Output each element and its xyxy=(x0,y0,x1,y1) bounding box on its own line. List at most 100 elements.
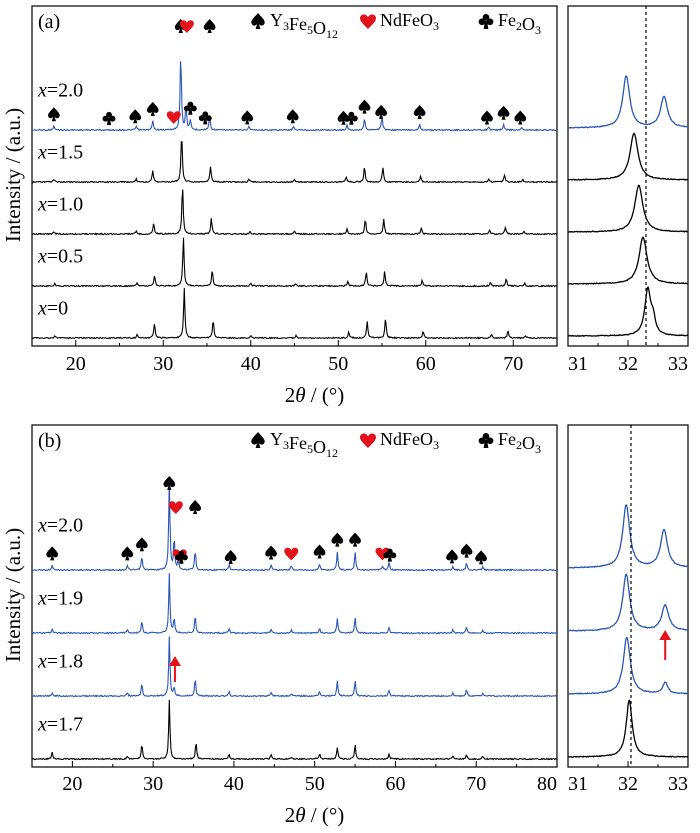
x-tick-label: 20 xyxy=(66,353,86,375)
spade-marker-icon xyxy=(514,110,527,125)
series-label: x=1.9 xyxy=(37,588,83,610)
heart-marker-icon xyxy=(179,20,194,33)
zoom-tick-label: 32 xyxy=(618,353,638,375)
spade-marker-icon xyxy=(313,544,326,559)
panel-b: (b) Y3Fe5O12 NdFeO3 Fe2O3 x=2.0 x=1.9 x=1.8 x=1… xyxy=(31,424,689,827)
zoom-trace xyxy=(567,636,688,695)
spade-marker-icon xyxy=(497,105,510,120)
zoom-tick-label: 32 xyxy=(618,773,638,795)
up-arrow-icon xyxy=(168,656,181,666)
x-tick-label: 30 xyxy=(153,353,173,375)
zoom-trace xyxy=(567,286,689,337)
y-axis-label: Intensity / (a.u.) xyxy=(1,108,25,242)
x-tick-label: 70 xyxy=(466,773,486,795)
legend-label: NdFeO3 xyxy=(380,10,439,33)
spade-marker-icon xyxy=(331,532,344,547)
x-tick-label: 40 xyxy=(224,773,244,795)
x-tick-label: 50 xyxy=(328,353,348,375)
spade-marker-icon xyxy=(481,110,493,125)
panel-label: (b) xyxy=(38,430,61,452)
spade-marker-icon xyxy=(46,546,59,561)
xrd-trace xyxy=(31,573,558,635)
spade-marker-icon xyxy=(189,500,202,514)
heart-marker-icon xyxy=(168,501,183,514)
spade-marker-icon xyxy=(375,104,387,119)
spade-marker-icon xyxy=(358,99,371,114)
spade-marker-icon xyxy=(146,101,159,116)
spade-marker-icon xyxy=(265,545,277,560)
spade-marker-icon xyxy=(48,107,60,122)
series-label: x=0.5 xyxy=(37,246,83,268)
club-marker-icon xyxy=(198,111,212,125)
zoom-frame xyxy=(567,5,689,347)
xrd-trace xyxy=(31,141,558,184)
club-marker-icon xyxy=(102,111,116,125)
panel-label: (a) xyxy=(38,11,60,33)
xrd-trace xyxy=(31,61,558,132)
series-label: x=2.0 xyxy=(37,80,83,102)
spade-marker-icon xyxy=(121,546,134,561)
xrd-trace xyxy=(31,189,558,236)
series-label: x=1.5 xyxy=(37,142,83,164)
zoom-trace xyxy=(567,699,689,758)
x-tick-label: 60 xyxy=(416,353,436,375)
x-tick-label: 40 xyxy=(241,353,261,375)
club-marker-icon xyxy=(174,550,188,564)
series-label: x=1.0 xyxy=(37,194,83,216)
xrd-trace xyxy=(31,699,558,761)
spade-marker-icon xyxy=(163,476,176,490)
spade-marker-icon xyxy=(349,532,361,547)
zoom-trace xyxy=(567,75,689,129)
series-label: x=2.0 xyxy=(37,515,83,537)
legend-club-icon xyxy=(478,14,494,29)
zoom-tick-label: 31 xyxy=(568,773,588,795)
spade-marker-icon xyxy=(446,549,458,564)
spade-marker-icon xyxy=(203,19,216,33)
x-tick-label: 70 xyxy=(503,353,523,375)
spade-marker-icon xyxy=(286,109,299,124)
legend-heart-icon xyxy=(360,433,376,448)
spade-marker-icon xyxy=(475,550,487,565)
series-label: x=1.7 xyxy=(37,714,83,736)
zoom-trace xyxy=(567,573,689,632)
xrd-trace xyxy=(31,287,558,340)
x-tick-label: 60 xyxy=(385,773,405,795)
legend-spade-icon xyxy=(251,13,265,29)
zoom-tick-label: 31 xyxy=(568,353,588,375)
heart-marker-icon xyxy=(375,547,390,561)
club-marker-icon xyxy=(344,111,358,125)
xrd-trace xyxy=(31,636,558,698)
legend-heart-icon xyxy=(360,14,376,29)
plot-frame xyxy=(31,424,558,768)
spade-marker-icon xyxy=(413,104,426,119)
series-label: x=0 xyxy=(37,298,68,320)
zoom-trace xyxy=(567,504,689,569)
x-tick-label: 20 xyxy=(62,773,82,795)
spade-marker-icon xyxy=(129,109,142,124)
legend-label: NdFeO3 xyxy=(380,429,439,452)
zoom-trace xyxy=(567,184,688,233)
x-axis-label: 2θ / (°) xyxy=(285,803,345,827)
xrd-trace xyxy=(31,478,558,572)
zoom-trace xyxy=(567,235,689,285)
spade-marker-icon xyxy=(460,543,473,558)
legend-label: Y3Fe5O12 xyxy=(270,10,338,41)
legend-label: Fe2O3 xyxy=(498,10,541,37)
club-marker-icon xyxy=(183,101,197,115)
plot-frame xyxy=(31,5,558,347)
spade-marker-icon xyxy=(241,110,254,125)
zoom-trace xyxy=(567,132,689,181)
panel-a: (a) Y3Fe5O12 NdFeO3 Fe2O3 x=2.0 x=1.5 x=1.0 x=0… xyxy=(31,5,689,407)
legend-label: Y3Fe5O12 xyxy=(270,429,338,460)
spade-marker-icon xyxy=(224,550,237,565)
zoom-frame xyxy=(567,424,689,768)
up-arrow-icon xyxy=(659,630,672,640)
legend-spade-icon xyxy=(251,432,265,448)
zoom-tick-label: 33 xyxy=(668,353,688,375)
y-axis-label: Intensity / (a.u.) xyxy=(1,528,25,662)
x-tick-label: 80 xyxy=(537,773,557,795)
xrd-trace xyxy=(31,237,558,288)
club-marker-icon xyxy=(383,548,397,562)
heart-marker-icon xyxy=(284,547,299,561)
